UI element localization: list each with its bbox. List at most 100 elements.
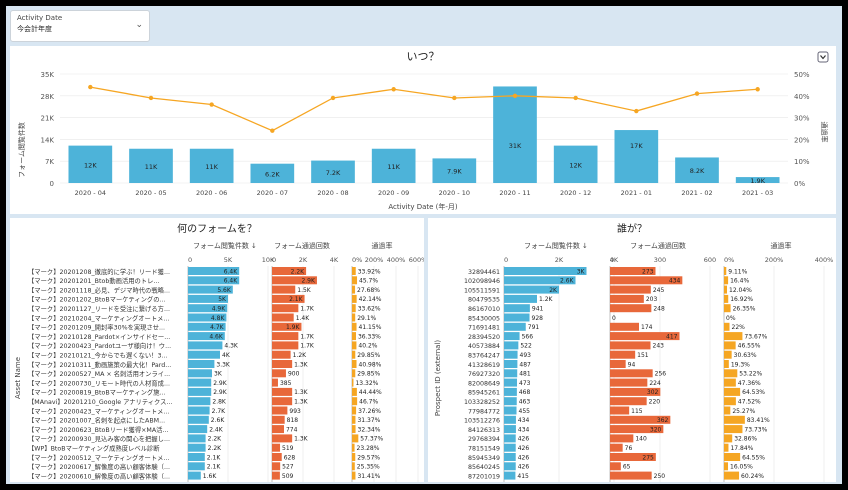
bar [352, 387, 357, 396]
bar-value-label: 2.6K [211, 417, 226, 424]
bar-value-label: 2.2K [208, 436, 223, 443]
bar [352, 267, 356, 275]
bar-value-label: 481 [519, 371, 531, 378]
bar-value-label: 73.67% [744, 333, 767, 340]
row-name: 【マーク】20200527_MA × 名刺活用オンライ... [28, 369, 170, 378]
bar [504, 322, 526, 331]
bar-value-label: 60.24% [741, 473, 764, 480]
bar-value-label: 64.55% [742, 454, 765, 461]
x-tick-label: 2020 - 08 [317, 189, 348, 197]
bar [724, 369, 738, 378]
bar [250, 163, 295, 183]
y-tick-label: 0 [50, 180, 54, 188]
chevron-down-icon[interactable]: ⌄ [135, 20, 143, 30]
bar [504, 397, 517, 406]
bar-value-label: 29.57% [357, 454, 380, 461]
bar [371, 148, 416, 183]
bar [188, 369, 212, 378]
activity-date-filter[interactable]: Activity Date 今会計年度 ⌄ [10, 10, 150, 42]
rate-point [573, 95, 578, 101]
bar [188, 304, 228, 313]
x-tick-label: 2021 - 01 [621, 189, 652, 197]
bar [504, 332, 520, 341]
bar-value-label: 31K [509, 142, 522, 150]
prospect-id-axis-label: Prospect ID (external) [434, 340, 442, 417]
bar [352, 294, 357, 303]
bar [610, 341, 651, 350]
x-tick-label: 2020 - 09 [378, 189, 409, 197]
x-tick-label: 300 [654, 256, 666, 264]
bar [311, 160, 355, 183]
y-tick-label: 28K [41, 93, 55, 101]
bar [188, 341, 223, 350]
bar [352, 397, 358, 406]
bar-value-label: 0 [612, 315, 616, 322]
bar [188, 462, 205, 471]
bar [352, 276, 358, 285]
bar-value-label: 37.26% [358, 408, 381, 415]
x-tick-label: 2020 - 07 [257, 189, 288, 197]
x-tick-label: 2K [555, 256, 564, 264]
row-name: 32894461 [468, 269, 500, 276]
y-tick-label: 7K [45, 158, 54, 166]
bar-value-label: 19.3% [731, 361, 750, 368]
bar-value-label: 40.98% [359, 361, 382, 368]
bar-value-label: 115 [631, 408, 643, 415]
bar [272, 425, 284, 434]
bar-value-label: 41.15% [359, 324, 382, 331]
bar [610, 453, 656, 461]
bar-value-label: 3K [214, 371, 223, 378]
bar-value-label: 83.41% [747, 417, 770, 424]
bar-value-label: 4.8K [211, 315, 226, 322]
bar-value-label: 224 [649, 380, 661, 387]
bar-value-label: 2.9K [213, 380, 228, 387]
rate-point [755, 87, 760, 92]
bar [188, 406, 210, 415]
row-name: 85640245 [468, 464, 500, 471]
bar-value-label: 1.3K [294, 436, 309, 443]
bar [352, 332, 356, 341]
row-name: 【マーク】20201127_リードを受注に繋げる方... [28, 304, 170, 313]
row-name: 84126313 [468, 427, 500, 434]
chart-menu-icon[interactable] [817, 51, 829, 63]
bar [610, 406, 630, 415]
row-name: 28394520 [468, 334, 500, 341]
bar [724, 462, 729, 471]
bar-value-label: 4.7K [210, 324, 225, 331]
bar [272, 313, 294, 322]
bar [504, 341, 519, 350]
row-name: 【マーク】20210121_今からでも遅くない！3... [28, 351, 167, 360]
bar-value-label: 1.7K [300, 343, 315, 350]
bar-value-label: 47.36% [738, 380, 761, 387]
y-tick-label: 14K [41, 136, 55, 144]
bar [188, 415, 209, 424]
bar [272, 350, 291, 359]
x-tick-label: 2020 - 04 [75, 189, 106, 197]
bar-value-label: 426 [518, 445, 530, 452]
bar [504, 387, 517, 396]
bar-value-label: 1.3K [294, 399, 309, 406]
bar [504, 360, 518, 368]
rate-point [452, 95, 457, 101]
rate-point [391, 87, 396, 92]
bar-value-label: 250 [654, 473, 666, 480]
x-tick-label: 2K [299, 256, 308, 264]
when-chart-title: いつ？ [407, 50, 440, 63]
bar [272, 406, 288, 415]
y2-tick-label: 30% [794, 115, 810, 123]
bar-value-label: 29.85% [357, 352, 380, 359]
bar [352, 360, 357, 368]
when-chart-card: いつ？ フォーム閲覧件数 通過率 Activity Date (年-月) 35K… [10, 46, 836, 214]
y2-tick-label: 40% [794, 93, 810, 101]
bar [724, 453, 741, 461]
row-name: 【マーク】20201201_Btob動画活用のトレ... [28, 276, 159, 285]
x-tick-label: 2020 - 10 [439, 189, 470, 197]
bar [432, 158, 477, 183]
rate-line [90, 86, 758, 132]
bar [188, 322, 226, 331]
bar-value-label: 2.9K [213, 389, 228, 396]
bar [610, 267, 656, 275]
x-tick-label: 2021 - 03 [742, 189, 773, 197]
bar [272, 434, 293, 443]
row-name: 【マーク】20200512_マーケティングオートメ... [28, 453, 169, 462]
